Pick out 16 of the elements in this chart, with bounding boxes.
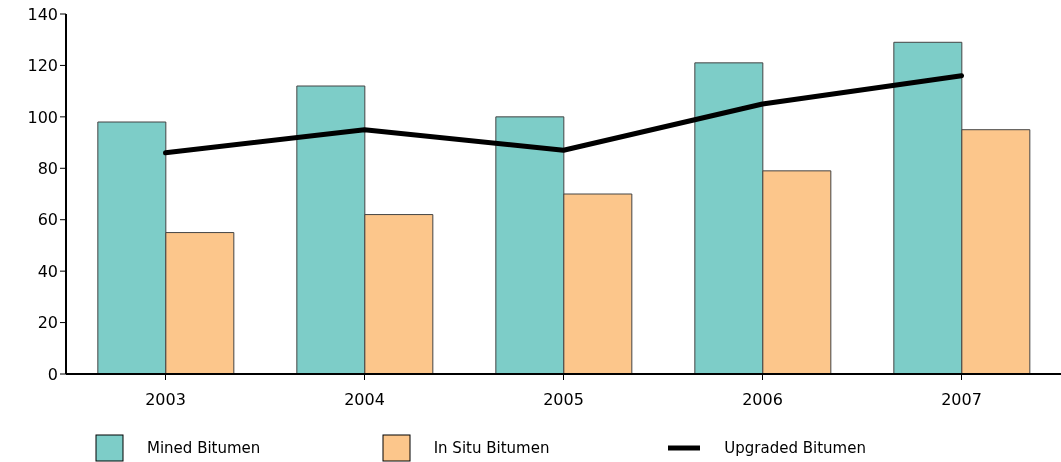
y-tick-label: 100 [27,107,58,127]
x-tick-label: 2003 [145,390,186,410]
legend-label: In Situ Bitumen [433,439,550,457]
y-tick-label: 0 [47,364,58,384]
y-tick-label: 40 [37,261,58,281]
legend-label: Upgraded Bitumen [724,439,866,457]
x-tick-label: 2006 [742,390,783,410]
y-tick-label: 60 [37,210,58,230]
legend-label: Mined Bitumen [147,439,261,457]
y-tick-label: 120 [27,56,58,76]
x-tick-label: 2004 [344,390,385,410]
x-tick-label: 2007 [941,390,982,410]
x-tick-label: 2005 [543,390,584,410]
y-tick-label: 140 [27,4,58,24]
y-tick-label: 80 [37,158,58,178]
y-tick-label: 20 [37,313,58,333]
